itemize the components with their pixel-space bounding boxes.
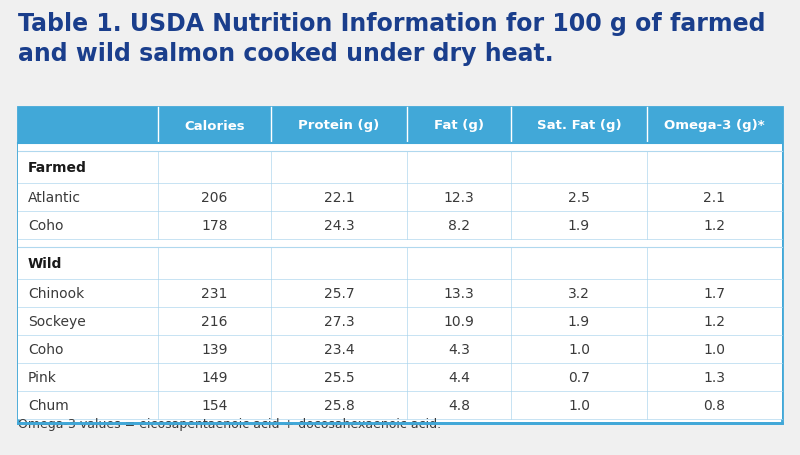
Text: 216: 216 [202, 314, 228, 328]
Text: Coho: Coho [28, 218, 63, 233]
Text: Wild: Wild [28, 257, 62, 270]
Text: 1.0: 1.0 [568, 342, 590, 356]
Text: 22.1: 22.1 [323, 191, 354, 205]
Bar [18, 108, 782, 144]
Text: 154: 154 [202, 398, 228, 412]
Text: Table 1. USDA Nutrition Information for 100 g of farmed
and wild salmon cooked u: Table 1. USDA Nutrition Information for … [18, 12, 766, 66]
Text: 1.2: 1.2 [703, 314, 726, 328]
Bar [18, 239, 782, 248]
Text: Sockeye: Sockeye [28, 314, 86, 328]
Text: 12.3: 12.3 [443, 191, 474, 205]
Text: 1.9: 1.9 [568, 314, 590, 328]
Text: 4.4: 4.4 [448, 370, 470, 384]
Text: Atlantic: Atlantic [28, 191, 81, 205]
Text: 13.3: 13.3 [443, 286, 474, 300]
Text: Omega-3 values = eicosapentaenoic acid + docosahexaenoic acid.: Omega-3 values = eicosapentaenoic acid +… [18, 417, 441, 430]
Text: Pink: Pink [28, 370, 57, 384]
Bar [18, 152, 782, 184]
Text: 139: 139 [202, 342, 228, 356]
Text: 1.7: 1.7 [703, 286, 726, 300]
Text: 0.8: 0.8 [703, 398, 726, 412]
Text: 2.5: 2.5 [568, 191, 590, 205]
Bar [18, 212, 782, 239]
Text: 3.2: 3.2 [568, 286, 590, 300]
Bar [18, 248, 782, 279]
Text: 231: 231 [202, 286, 228, 300]
Text: 27.3: 27.3 [323, 314, 354, 328]
Bar [18, 335, 782, 363]
Text: Coho: Coho [28, 342, 63, 356]
Text: Omega-3 (g)*: Omega-3 (g)* [664, 119, 765, 132]
Bar [18, 108, 782, 423]
Bar [18, 279, 782, 307]
Text: Protein (g): Protein (g) [298, 119, 379, 132]
Text: Chinook: Chinook [28, 286, 84, 300]
Text: 1.3: 1.3 [703, 370, 726, 384]
Text: 4.8: 4.8 [448, 398, 470, 412]
Bar [18, 307, 782, 335]
Text: 24.3: 24.3 [323, 218, 354, 233]
Text: 149: 149 [202, 370, 228, 384]
Text: 4.3: 4.3 [448, 342, 470, 356]
Text: 2.1: 2.1 [703, 191, 726, 205]
Text: 25.7: 25.7 [323, 286, 354, 300]
Text: 1.0: 1.0 [568, 398, 590, 412]
Text: 0.7: 0.7 [568, 370, 590, 384]
Text: Calories: Calories [184, 119, 245, 132]
Text: 23.4: 23.4 [323, 342, 354, 356]
Text: 8.2: 8.2 [448, 218, 470, 233]
Text: 178: 178 [202, 218, 228, 233]
Text: 10.9: 10.9 [443, 314, 474, 328]
Text: 1.0: 1.0 [703, 342, 726, 356]
Text: Sat. Fat (g): Sat. Fat (g) [537, 119, 622, 132]
Text: 1.9: 1.9 [568, 218, 590, 233]
Bar [18, 144, 782, 152]
Bar [18, 363, 782, 391]
Text: Chum: Chum [28, 398, 69, 412]
Text: 25.5: 25.5 [323, 370, 354, 384]
Text: 1.2: 1.2 [703, 218, 726, 233]
Text: Farmed: Farmed [28, 161, 86, 175]
Text: 206: 206 [202, 191, 228, 205]
Text: 25.8: 25.8 [323, 398, 354, 412]
Bar [18, 184, 782, 212]
Bar [18, 391, 782, 419]
Text: Fat (g): Fat (g) [434, 119, 484, 132]
